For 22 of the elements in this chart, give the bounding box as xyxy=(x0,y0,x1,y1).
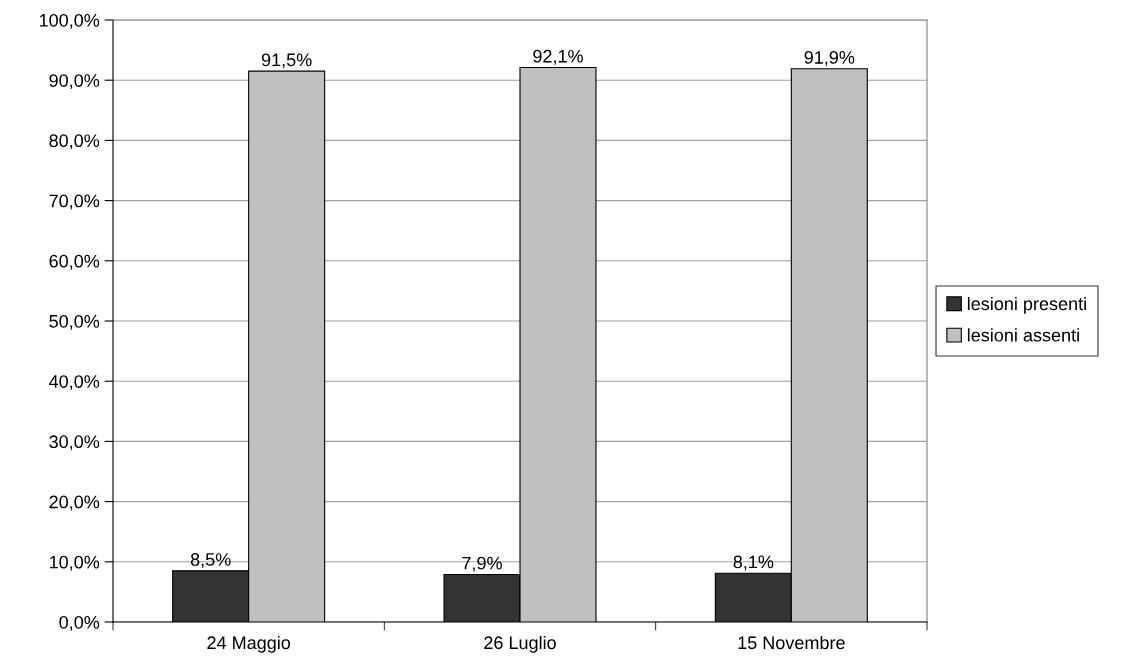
x-tick-label: 24 Maggio xyxy=(207,635,291,653)
y-tick-label: 0,0% xyxy=(59,615,100,631)
y-tick-label: 20,0% xyxy=(49,495,100,511)
y-tick-label: 50,0% xyxy=(49,314,100,330)
x-tick-label: 26 Luglio xyxy=(484,635,556,653)
x-tick-label: 15 Novembre xyxy=(738,635,845,650)
data-label: 8,5% xyxy=(190,553,231,569)
data-label: 91,5% xyxy=(261,53,312,69)
y-tick-label: 30,0% xyxy=(49,435,100,451)
y-tick-label: 70,0% xyxy=(49,194,100,210)
y-tick-label: 60,0% xyxy=(49,254,100,270)
y-tick-label: 10,0% xyxy=(49,555,100,571)
data-label: 7,9% xyxy=(462,556,502,572)
data-label: 8,1% xyxy=(733,555,774,571)
data-label: 92,1% xyxy=(533,49,583,65)
y-tick-label: 40,0% xyxy=(49,375,100,391)
legend-label: lesioni assenti xyxy=(967,328,1079,342)
y-tick-label: 90,0% xyxy=(49,74,100,90)
data-label: 91,9% xyxy=(804,51,855,66)
y-tick-label: 100,0% xyxy=(39,13,100,29)
legend-label: lesioni presenti xyxy=(967,296,1086,314)
y-tick-label: 80,0% xyxy=(49,134,100,150)
